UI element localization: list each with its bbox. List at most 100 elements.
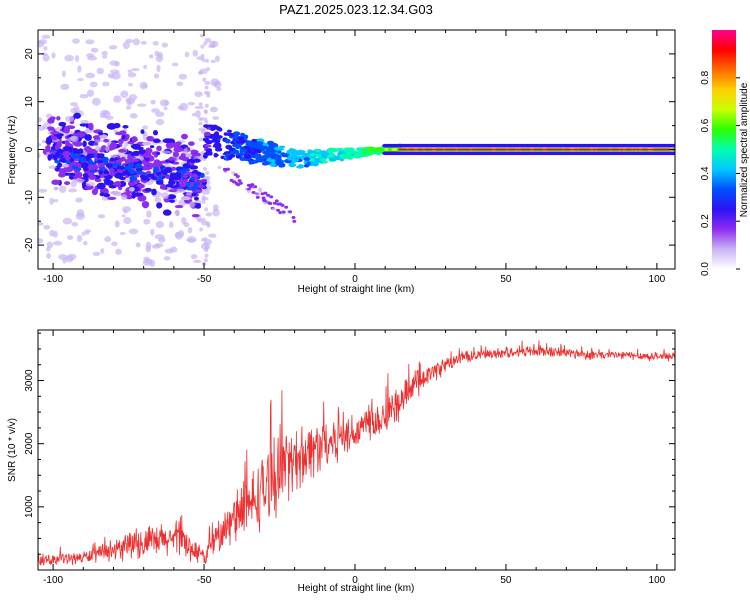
spectrogram-cell bbox=[165, 167, 170, 173]
spectrogram-cell bbox=[46, 253, 52, 259]
spectrogram-cell bbox=[89, 81, 98, 88]
spectrogram-cell bbox=[94, 139, 104, 143]
colorbar-gradient bbox=[712, 30, 736, 269]
spectrogram-cell bbox=[99, 134, 108, 139]
spectrogram-cell bbox=[131, 136, 138, 143]
spectrogram-cell bbox=[87, 159, 94, 165]
spectrogram-cell bbox=[203, 144, 212, 148]
spectrogram-cell bbox=[142, 125, 149, 130]
spectrogram-cell bbox=[205, 212, 213, 217]
spectrogram-cell bbox=[131, 68, 140, 72]
snr-y-tick-label: 3000 bbox=[24, 369, 35, 392]
spectrogram-y-ticks: -20 -10 0 10 20 bbox=[24, 29, 675, 270]
spectrogram-cell bbox=[177, 105, 185, 110]
spectrogram-cell bbox=[119, 166, 125, 170]
spectrogram-cell bbox=[101, 50, 108, 56]
spectrogram-cell bbox=[253, 145, 260, 150]
spectrogram-cell bbox=[81, 231, 86, 236]
spectrogram-cell bbox=[155, 118, 165, 126]
spectrogram-cell bbox=[212, 204, 219, 212]
spectrogram-cell bbox=[96, 182, 106, 190]
spectrogram-cell bbox=[256, 192, 261, 196]
spectrogram-cell bbox=[175, 209, 180, 217]
spectrogram-cell bbox=[296, 151, 303, 156]
spectrogram-cell bbox=[60, 83, 70, 91]
spectrogram-cell bbox=[224, 138, 231, 144]
spectrogram-cell bbox=[278, 145, 286, 149]
spectrogram-cell bbox=[186, 187, 192, 191]
spectrogram-cell bbox=[208, 44, 216, 49]
spectrogram-cell bbox=[115, 248, 122, 255]
spectrogram-cell bbox=[82, 140, 87, 148]
spectrogram-cell bbox=[146, 173, 155, 178]
spectrogram-cell bbox=[154, 196, 162, 203]
spectrogram-cell bbox=[86, 89, 95, 97]
spectrogram-cell bbox=[103, 174, 113, 180]
spectrogram-cell bbox=[202, 77, 207, 82]
spectrogram-cell bbox=[76, 209, 85, 217]
spectrogram-cell bbox=[177, 173, 182, 178]
spectrogram-cell bbox=[68, 188, 78, 193]
spectrogram-cell bbox=[176, 188, 186, 192]
spectrogram-cell bbox=[202, 167, 207, 171]
spectrogram-cell bbox=[161, 42, 168, 48]
spectrogram-cell bbox=[182, 179, 188, 184]
spectrogram-cell bbox=[135, 163, 142, 169]
spectrogram-cell bbox=[213, 152, 218, 158]
spectrogram-cell bbox=[326, 154, 334, 158]
spectrogram-cell bbox=[268, 143, 273, 149]
spectrogram-cell bbox=[51, 179, 61, 185]
spectrogram-cell bbox=[248, 160, 253, 165]
spectrogram-cell bbox=[174, 231, 180, 239]
spectrogram-cell bbox=[163, 256, 171, 261]
spectrogram-cell bbox=[291, 216, 296, 219]
spectrogram-cell bbox=[156, 202, 163, 209]
spectrogram-cell bbox=[121, 206, 132, 213]
spectrogram-cell bbox=[97, 214, 106, 219]
spectrogram-cell bbox=[162, 138, 173, 144]
spectrogram-cell bbox=[210, 59, 216, 64]
spectrogram-cell bbox=[167, 194, 177, 200]
spectrogram-cell bbox=[193, 184, 198, 189]
spectrogram-cell bbox=[87, 172, 95, 177]
spectrogram-y-axis-title: Frequency (Hz) bbox=[7, 116, 18, 185]
spectrogram-cell bbox=[205, 171, 210, 175]
spectrogram-cell bbox=[235, 145, 241, 150]
spectrogram-cell bbox=[122, 41, 130, 50]
spectrogram-cell bbox=[204, 242, 209, 247]
spectrogram-cell bbox=[181, 133, 188, 140]
spectrogram-cell bbox=[101, 157, 108, 162]
spectrogram-cell bbox=[160, 183, 167, 190]
spectrogram-cell bbox=[75, 131, 86, 138]
colorbar-title: Normalized spectral amplitude bbox=[739, 82, 750, 217]
spectrogram-cell bbox=[229, 178, 234, 182]
spectrogram-cell bbox=[97, 131, 104, 136]
spectrogram-cell bbox=[129, 113, 138, 119]
spectrogram-cell bbox=[303, 157, 311, 161]
spectrogram-cell bbox=[309, 157, 315, 162]
spectrogram-cell bbox=[280, 153, 287, 156]
spectrogram-cell bbox=[235, 174, 240, 178]
spectrogram-x-tick-label: -50 bbox=[197, 274, 212, 285]
spectrogram-cell bbox=[167, 157, 176, 161]
spectrogram-cell bbox=[50, 131, 60, 135]
spectrogram-cell bbox=[98, 170, 103, 175]
spectrogram-cell bbox=[156, 151, 161, 155]
spectrogram-cell bbox=[131, 191, 136, 199]
spectrogram-cell bbox=[121, 194, 128, 201]
spectrogram-y-tick-label: 10 bbox=[24, 96, 35, 108]
spectrogram-cell bbox=[114, 181, 122, 187]
spectrogram-cell bbox=[307, 149, 313, 153]
spectrogram-x-ticks: -100 -50 0 50 100 bbox=[43, 30, 666, 285]
spectrogram-cell bbox=[163, 106, 168, 111]
spectrogram-cell bbox=[309, 153, 317, 157]
spectrogram-cell bbox=[205, 58, 209, 63]
spectrogram-cell bbox=[38, 39, 48, 45]
spectrogram-cell bbox=[38, 188, 48, 193]
spectrogram-cell bbox=[109, 142, 118, 150]
spectrogram-cell bbox=[77, 78, 84, 82]
spectrogram-cell bbox=[94, 145, 102, 152]
spectrogram-cell bbox=[41, 34, 51, 39]
spectrogram-cell bbox=[192, 49, 198, 57]
spectrogram-cell bbox=[91, 163, 98, 170]
